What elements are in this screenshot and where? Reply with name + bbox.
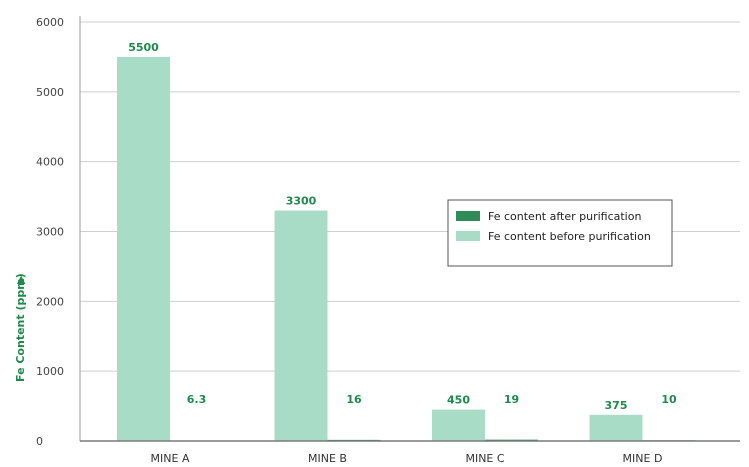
data-label: 16 — [346, 393, 362, 406]
bars — [117, 56, 696, 442]
y-tick-label: 5000 — [36, 86, 64, 99]
y-axis: 0 1000 2000 3000 4000 5000 6000 — [36, 16, 81, 448]
data-label: 19 — [504, 393, 519, 406]
bar-before-purification — [589, 414, 643, 441]
bar-before-purification — [432, 409, 485, 441]
data-label: 375 — [605, 399, 628, 412]
legend-swatch — [456, 231, 480, 241]
y-axis-arrow: ▶ — [14, 275, 27, 284]
x-tick-label: MINE B — [308, 452, 347, 465]
x-tick-label: MINE A — [151, 452, 190, 465]
legend-swatch — [456, 211, 480, 221]
legend-label: Fe content after purification — [488, 210, 641, 223]
data-labels: 5500 6.3 3300 16 450 19 375 10 — [128, 41, 677, 412]
legend-label: Fe content before purification — [488, 230, 651, 243]
gridlines — [80, 21, 740, 372]
y-tick-label: 4000 — [36, 156, 64, 169]
y-axis-title: Fe Content (ppm) ▶ — [14, 273, 27, 382]
data-label: 3300 — [286, 195, 317, 208]
y-tick-label: 0 — [36, 435, 43, 448]
legend-box — [447, 199, 673, 267]
y-tick-label: 6000 — [36, 16, 64, 29]
x-tick-label: MINE D — [623, 452, 663, 465]
bar-before-purification — [274, 210, 328, 441]
legend: Fe content after purification Fe content … — [447, 199, 673, 267]
data-label: 5500 — [128, 41, 159, 54]
y-tick-label: 1000 — [36, 365, 64, 378]
data-label: 450 — [447, 394, 470, 407]
y-tick-label: 2000 — [36, 295, 64, 308]
data-label: 10 — [661, 393, 677, 406]
x-axis: MINE A MINE B MINE C MINE D — [80, 440, 740, 465]
x-tick-label: MINE C — [465, 452, 504, 465]
data-label: 6.3 — [187, 393, 207, 406]
y-axis-label: Fe Content (ppm) — [14, 273, 27, 382]
y-tick-label: 3000 — [36, 226, 64, 239]
bar-before-purification — [117, 56, 170, 442]
